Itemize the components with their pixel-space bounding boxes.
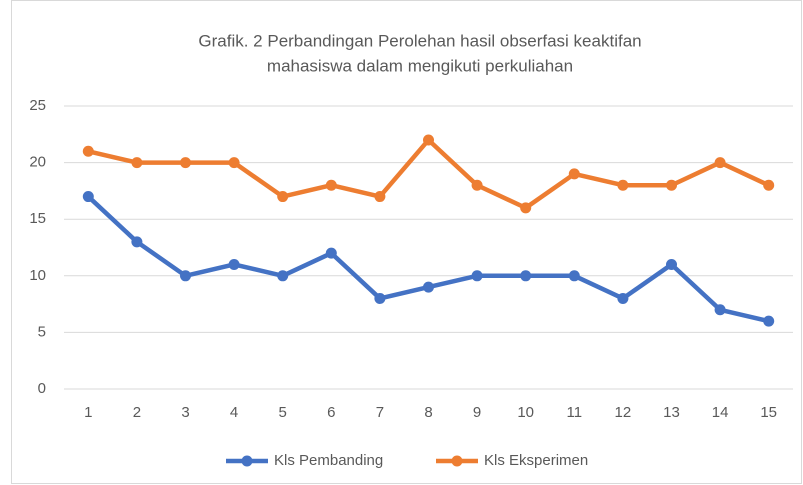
data-point bbox=[763, 179, 775, 191]
data-point bbox=[763, 315, 775, 327]
data-point bbox=[374, 191, 386, 203]
x-tick-label: 6 bbox=[327, 404, 335, 421]
x-tick-label: 5 bbox=[279, 404, 287, 421]
data-point bbox=[423, 281, 434, 293]
chart-title: Grafik. 2 Perbandingan Perolehan hasil o… bbox=[198, 31, 641, 50]
data-point bbox=[714, 304, 726, 316]
x-tick-label: 2 bbox=[133, 404, 141, 421]
chart-frame bbox=[11, 0, 802, 484]
data-point bbox=[471, 270, 483, 282]
data-point bbox=[131, 236, 143, 248]
x-tick-label: 7 bbox=[376, 404, 384, 421]
data-point bbox=[617, 179, 629, 191]
y-tick-label: 5 bbox=[38, 323, 46, 340]
x-tick-label: 9 bbox=[473, 404, 481, 421]
data-point bbox=[617, 292, 629, 304]
data-point bbox=[180, 157, 191, 169]
x-tick-label: 4 bbox=[230, 404, 238, 421]
x-tick-label: 8 bbox=[424, 404, 432, 421]
data-point bbox=[423, 134, 434, 146]
x-tick-label: 15 bbox=[760, 404, 777, 421]
data-point bbox=[374, 292, 386, 304]
x-tick-label: 1 bbox=[84, 404, 92, 421]
data-point bbox=[666, 179, 677, 191]
data-point bbox=[666, 258, 677, 270]
data-point bbox=[568, 270, 580, 282]
data-point bbox=[180, 270, 191, 282]
data-point bbox=[325, 247, 337, 259]
legend-label: Kls Pembanding bbox=[274, 452, 383, 469]
legend-label: Kls Eksperimen bbox=[484, 452, 588, 469]
data-point bbox=[325, 179, 337, 191]
data-point bbox=[714, 157, 726, 169]
x-tick-label: 11 bbox=[567, 404, 583, 421]
x-tick-label: 13 bbox=[663, 404, 680, 421]
data-point bbox=[568, 168, 580, 180]
y-tick-label: 20 bbox=[29, 154, 46, 171]
y-tick-label: 10 bbox=[29, 267, 46, 284]
legend-marker bbox=[241, 455, 253, 467]
chart-title: mahasiswa dalam mengikuti perkuliahan bbox=[267, 56, 573, 75]
data-point bbox=[520, 202, 532, 214]
x-tick-label: 3 bbox=[181, 404, 189, 421]
data-point bbox=[520, 270, 532, 282]
data-point bbox=[82, 145, 94, 157]
data-point bbox=[82, 191, 94, 203]
x-tick-label: 12 bbox=[615, 404, 632, 421]
data-point bbox=[228, 157, 240, 169]
data-point bbox=[277, 270, 289, 282]
x-tick-label: 14 bbox=[712, 404, 729, 421]
legend-marker bbox=[451, 455, 463, 467]
y-tick-label: 25 bbox=[29, 97, 46, 114]
y-tick-label: 15 bbox=[29, 210, 46, 227]
data-point bbox=[228, 258, 240, 270]
data-point bbox=[471, 179, 483, 191]
data-point bbox=[277, 191, 289, 203]
x-tick-label: 10 bbox=[517, 404, 534, 421]
data-point bbox=[131, 157, 143, 169]
y-tick-label: 0 bbox=[38, 380, 46, 397]
